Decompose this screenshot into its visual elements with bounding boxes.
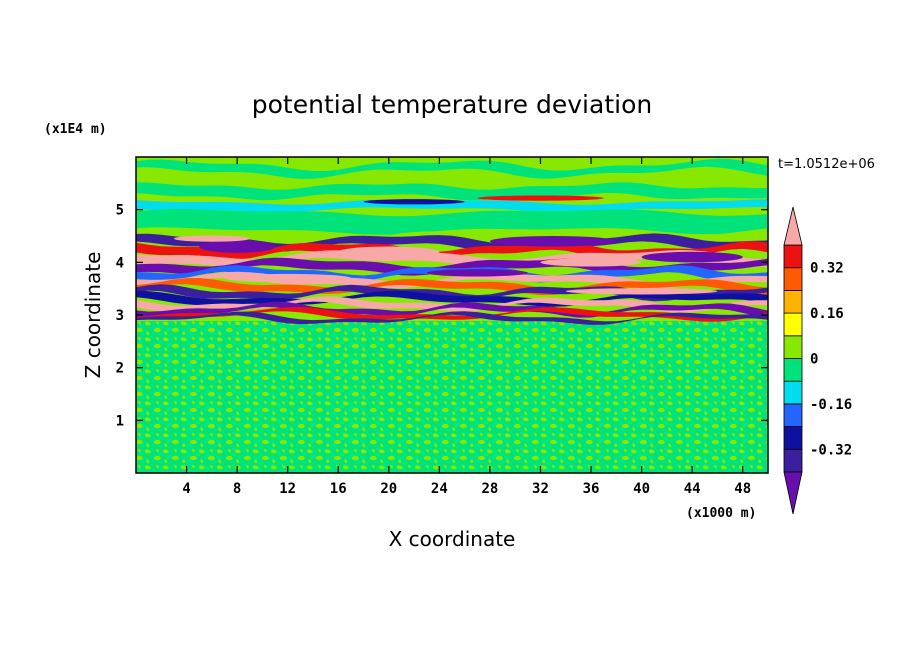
- colorbar-label: -0.16: [810, 397, 852, 413]
- colorbar-segment: [783, 335, 803, 359]
- x-tick-label: 20: [380, 481, 397, 497]
- contour-band: [136, 278, 768, 296]
- x-tick-label: 4: [182, 481, 190, 497]
- y-tick-label: 3: [116, 308, 124, 324]
- contour-blob: [363, 199, 465, 205]
- colorbar-label: 0.16: [810, 306, 844, 322]
- y-tick-label: 4: [116, 255, 124, 271]
- y-axis: 1 2 3 4 5: [116, 203, 768, 429]
- noise-field: [136, 321, 768, 473]
- chart-title: potential temperature deviation: [252, 90, 652, 119]
- x-tick-label: 48: [734, 481, 751, 497]
- x-tick-label: 44: [684, 481, 701, 497]
- y-tick-label: 1: [116, 413, 124, 429]
- x-axis-label: X coordinate: [389, 527, 516, 551]
- contour-blob: [477, 195, 604, 201]
- contour-band: [136, 209, 768, 235]
- colorbar: 0.32 0.16 0 -0.16 -0.32: [783, 206, 852, 515]
- colorbar-label: 0.32: [810, 261, 844, 277]
- colorbar-segment: [783, 244, 803, 269]
- contour-blob: [540, 258, 642, 267]
- x-axis: 4 8 12 16 20 24 28 32 36 40 44 48: [182, 157, 751, 497]
- contour-blob: [565, 288, 718, 295]
- colorbar-bottom-arrow: [783, 471, 803, 515]
- colorbar-segment: [783, 358, 803, 382]
- x-tick-label: 8: [233, 481, 241, 497]
- plot-area: [136, 157, 768, 473]
- contour-band: [136, 271, 768, 289]
- y-tick-label: 2: [116, 361, 124, 377]
- x-tick-label: 24: [431, 481, 448, 497]
- contour-band: [136, 307, 768, 322]
- x-unit-label: (x1000 m): [686, 506, 756, 521]
- contour-bands: [136, 158, 768, 325]
- colorbar-label: -0.32: [810, 442, 852, 458]
- colorbar-segment: [783, 312, 803, 337]
- contour-band: [136, 250, 768, 268]
- contour-band: [136, 311, 768, 325]
- x-tick-label: 32: [532, 481, 549, 497]
- contour-band: [136, 182, 768, 201]
- contour-band: [136, 296, 768, 313]
- colorbar-top-arrow: [783, 206, 803, 246]
- contour-blob: [338, 246, 440, 258]
- colorbar-segment: [783, 289, 803, 314]
- colorbar-segment: [783, 267, 803, 291]
- contour-blob: [641, 251, 743, 263]
- y-tick-label: 5: [116, 203, 124, 219]
- contour-blob: [224, 273, 351, 283]
- colorbar-segment: [783, 403, 803, 427]
- x-tick-label: 28: [481, 481, 498, 497]
- contour-blob: [489, 236, 617, 247]
- colorbar-segment: [783, 448, 803, 473]
- contour-band: [136, 158, 768, 179]
- time-label: t=1.0512e+06: [778, 157, 875, 172]
- x-tick-label: 40: [633, 481, 650, 497]
- contour-band: [136, 199, 768, 213]
- y-axis-label: Z coordinate: [81, 252, 105, 379]
- contour-blob: [426, 269, 528, 277]
- colorbar-segment: [783, 426, 803, 450]
- contour-blob: [173, 235, 250, 242]
- x-tick-label: 36: [583, 481, 600, 497]
- colorbar-label: 0: [810, 352, 818, 368]
- x-tick-label: 12: [279, 481, 296, 497]
- x-tick-label: 16: [330, 481, 347, 497]
- contour-blob: [199, 240, 276, 253]
- colorbar-segment: [783, 380, 803, 405]
- y-unit-label: (x1E4 m): [44, 122, 107, 137]
